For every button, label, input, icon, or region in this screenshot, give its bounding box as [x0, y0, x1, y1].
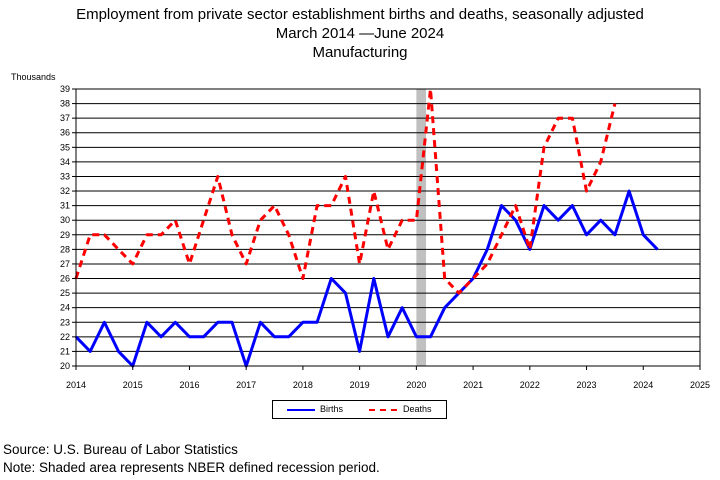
x-tick-label: 2021 — [463, 380, 483, 390]
y-tick-label: 26 — [60, 274, 70, 284]
y-tick-label: 24 — [60, 303, 70, 313]
y-tick-label: 34 — [60, 157, 70, 167]
legend-deaths-swatch — [369, 409, 397, 411]
x-tick-label: 2020 — [406, 380, 426, 390]
y-tick-label: 32 — [60, 186, 70, 196]
y-tick-label: 25 — [60, 288, 70, 298]
x-tick-label: 2025 — [690, 380, 710, 390]
footer-source: Source: U.S. Bureau of Labor Statistics — [3, 442, 238, 457]
y-tick-label: 35 — [60, 142, 70, 152]
y-tick-label: 21 — [60, 346, 70, 356]
y-tick-label: 28 — [60, 244, 70, 254]
chart-date-range: March 2014 —June 2024 — [275, 25, 445, 42]
plot-area-frame — [75, 88, 701, 367]
series-lines — [74, 87, 659, 368]
chart-title: Employment from private sector establish… — [76, 6, 644, 23]
y-tick-label: 31 — [60, 201, 70, 211]
y-tick-label: 20 — [60, 361, 70, 371]
x-tick-label: 2016 — [179, 380, 199, 390]
series-births-line — [74, 189, 659, 368]
y-tick-label: 27 — [60, 259, 70, 269]
y-tick-label: 33 — [60, 171, 70, 181]
x-tick-label: 2014 — [66, 380, 86, 390]
y-axis-label: Thousands — [11, 72, 56, 82]
y-tick-label: 30 — [60, 215, 70, 225]
x-tick-label: 2023 — [577, 380, 597, 390]
series-deaths-line — [74, 87, 617, 295]
recession-shading — [416, 89, 427, 366]
legend: Births Deaths — [272, 400, 447, 419]
x-tick-label: 2019 — [350, 380, 370, 390]
x-tick-label: 2022 — [520, 380, 540, 390]
y-tick-label: 29 — [60, 230, 70, 240]
recession-band-group — [416, 89, 427, 366]
y-tick-label: 39 — [60, 84, 70, 94]
y-tick-label: 36 — [60, 128, 70, 138]
y-tick-label: 38 — [60, 99, 70, 109]
y-tick-label: 22 — [60, 332, 70, 342]
y-axis-ticks: 20 21 22 23 24 25 26 27 28 29 30 31 32 33 34 35 36 37 38 39 — [60, 84, 76, 371]
x-tick-label: 2018 — [293, 380, 313, 390]
footer-note: Note: Shaded area represents NBER define… — [3, 460, 380, 475]
x-tick-label: 2017 — [236, 380, 256, 390]
chart-subtitle: Manufacturing — [312, 44, 408, 61]
chart-svg: 2021222324252627282930313233343536373839… — [60, 84, 710, 390]
legend-deaths-label: Deaths — [403, 404, 432, 414]
x-tick-label: 2024 — [633, 380, 653, 390]
legend-births-swatch — [287, 409, 315, 411]
x-axis-ticks: 2014 2015 2016 2017 2018 2019 2020 2021 2022 2023… — [66, 366, 710, 390]
y-tick-label: 23 — [60, 317, 70, 327]
x-tick-label: 2015 — [123, 380, 143, 390]
legend-births-label: Births — [320, 404, 344, 414]
y-tick-label: 37 — [60, 113, 70, 123]
